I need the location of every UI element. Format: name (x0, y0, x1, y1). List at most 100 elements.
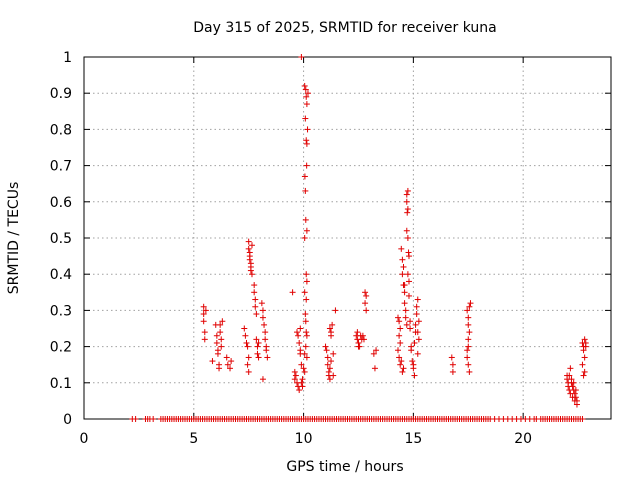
data-point (466, 368, 473, 375)
data-point (218, 336, 225, 343)
data-points (129, 54, 589, 422)
y-tick-label: 0.2 (50, 340, 72, 356)
data-point (405, 292, 412, 299)
data-point (362, 300, 369, 307)
data-point (360, 336, 367, 343)
data-point (201, 336, 208, 343)
data-point (329, 321, 336, 328)
data-point (449, 361, 456, 368)
data-point (303, 296, 310, 303)
data-point (246, 256, 253, 263)
data-point (303, 354, 310, 361)
data-point (202, 307, 209, 314)
y-tick-label: 0.4 (50, 267, 72, 283)
data-point (448, 354, 455, 361)
data-point (262, 336, 269, 343)
x-tick-label: 20 (514, 431, 532, 447)
data-point (569, 383, 576, 390)
data-point (302, 318, 309, 325)
data-point (254, 350, 261, 357)
data-point (132, 416, 139, 422)
data-point (404, 271, 411, 278)
data-point (568, 376, 575, 383)
data-point (581, 336, 588, 343)
data-point (245, 354, 252, 361)
data-point (403, 227, 410, 234)
data-point (397, 339, 404, 346)
grid (84, 57, 611, 419)
data-point (580, 347, 587, 354)
x-tick-label: 5 (189, 431, 198, 447)
data-point (567, 365, 574, 372)
data-point (244, 343, 251, 350)
data-point (363, 292, 370, 299)
data-point (403, 191, 410, 198)
data-point (326, 365, 333, 372)
data-point (223, 354, 230, 361)
data-point (399, 256, 406, 263)
data-point (322, 343, 329, 350)
data-point (253, 311, 260, 318)
data-point (302, 311, 309, 318)
data-point (395, 347, 402, 354)
chart-title: Day 315 of 2025, SRMTID for receiver kun… (193, 20, 496, 36)
data-point (227, 365, 234, 372)
x-tick-label: 15 (404, 431, 422, 447)
data-point (303, 137, 310, 144)
data-point (354, 329, 361, 336)
data-point (213, 332, 220, 339)
data-point (371, 365, 378, 372)
data-point (254, 343, 261, 350)
data-point (296, 387, 303, 394)
x-tick-label: 10 (295, 431, 313, 447)
data-point (201, 329, 208, 336)
data-point (572, 387, 579, 394)
data-point (303, 101, 310, 108)
data-point (396, 318, 403, 325)
data-point (258, 300, 265, 307)
y-tick-label: 0.5 (50, 231, 72, 247)
data-point (404, 187, 411, 194)
data-point (402, 314, 409, 321)
data-point (324, 361, 331, 368)
data-point (216, 365, 223, 372)
data-point (411, 339, 418, 346)
data-point (330, 372, 337, 379)
data-point (400, 263, 407, 270)
data-point (465, 361, 472, 368)
data-point (291, 376, 298, 383)
data-point (200, 318, 207, 325)
data-point (397, 325, 404, 332)
data-point (303, 93, 310, 100)
data-point (363, 307, 370, 314)
data-point (263, 347, 270, 354)
x-axis-label: GPS time / hours (286, 459, 403, 475)
data-point (213, 339, 220, 346)
data-point (465, 314, 472, 321)
data-point (301, 173, 308, 180)
data-point (217, 329, 224, 336)
data-point (405, 253, 412, 260)
data-point (581, 368, 588, 375)
data-point (398, 245, 405, 252)
data-point (579, 416, 586, 422)
data-point (362, 289, 369, 296)
data-point (399, 368, 406, 375)
data-point (399, 271, 406, 278)
data-point (414, 329, 421, 336)
data-point (579, 361, 586, 368)
data-point (328, 332, 335, 339)
data-point (302, 187, 309, 194)
data-point (255, 339, 262, 346)
data-point (410, 365, 417, 372)
data-point (245, 368, 252, 375)
data-point (404, 235, 411, 241)
data-point (217, 321, 224, 328)
data-point (407, 318, 414, 325)
data-point (302, 343, 309, 350)
data-point (401, 300, 408, 307)
data-point (324, 354, 331, 361)
x-tick-label: 0 (80, 431, 89, 447)
data-point (464, 347, 471, 354)
data-point (301, 235, 308, 241)
